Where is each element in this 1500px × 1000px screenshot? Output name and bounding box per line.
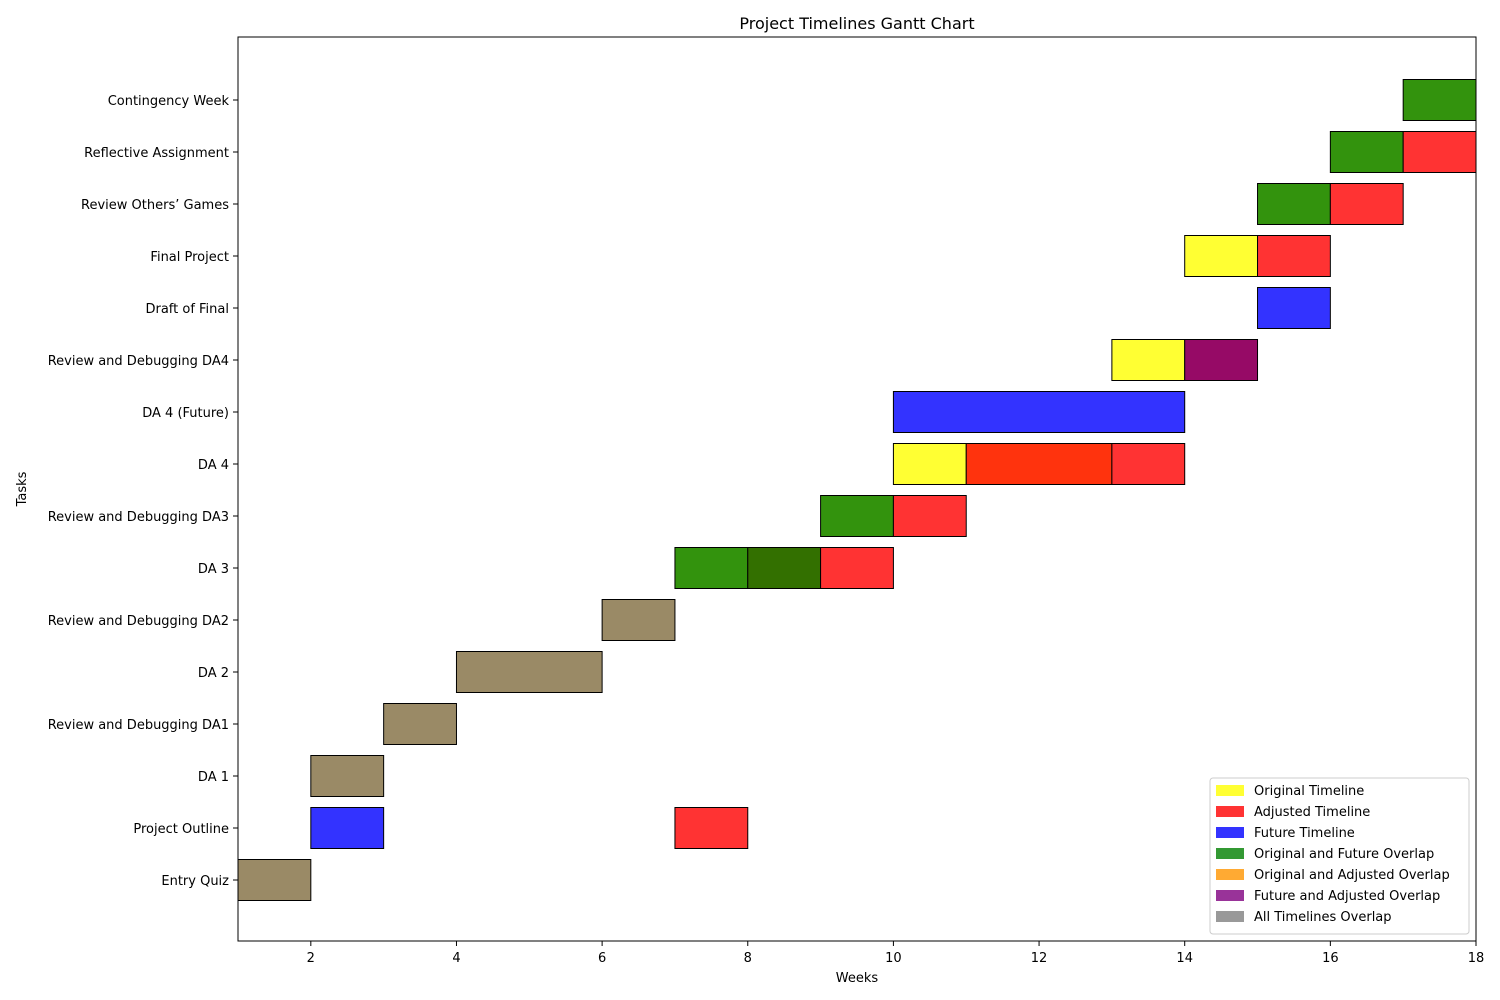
task-label: DA 1 [198, 770, 229, 785]
legend-label: Adjusted Timeline [1254, 805, 1370, 820]
gantt-bar [383, 703, 457, 745]
gantt-bar [892, 443, 967, 485]
legend-swatch [1216, 806, 1244, 817]
gantt-bar [820, 495, 894, 537]
legend-swatch [1216, 827, 1244, 838]
task-label: DA 4 (Future) [142, 406, 229, 421]
gantt-bar [674, 807, 749, 849]
gantt-bar [747, 547, 822, 589]
y-axis-label: Tasks [15, 471, 30, 507]
task-label: Project Outline [133, 822, 229, 837]
task-label: Entry Quiz [161, 874, 229, 889]
plot-frame [237, 36, 1477, 942]
gantt-bar [310, 755, 385, 797]
task-label: DA 2 [198, 666, 229, 681]
legend-label: Future and Adjusted Overlap [1254, 889, 1440, 904]
gantt-bar [892, 495, 967, 537]
x-tick-label: 6 [598, 951, 606, 966]
gantt-bar [1402, 79, 1477, 121]
legend-label: Future Timeline [1254, 826, 1355, 841]
task-label: Review and Debugging DA1 [48, 718, 229, 733]
task-label: DA 3 [198, 562, 229, 577]
legend-swatch [1216, 890, 1244, 901]
legend-label: All Timelines Overlap [1254, 910, 1392, 925]
x-tick-label: 12 [1031, 951, 1048, 966]
task-label: Review and Debugging DA3 [48, 510, 229, 525]
x-tick-label: 8 [744, 951, 752, 966]
x-tick-label: 18 [1468, 951, 1485, 966]
legend-swatch [1216, 911, 1244, 922]
gantt-bar [1329, 183, 1404, 225]
gantt-bar [1111, 339, 1186, 381]
chart-title: Project Timelines Gantt Chart [739, 14, 974, 33]
x-axis-label: Weeks [836, 971, 879, 986]
legend-label: Original and Adjusted Overlap [1254, 868, 1450, 883]
gantt-bar [674, 547, 749, 589]
legend-swatch [1216, 785, 1244, 796]
gantt-bar [1329, 131, 1404, 173]
gantt-bar [892, 391, 1186, 433]
legend-label: Original Timeline [1254, 784, 1364, 799]
gantt-bar [237, 859, 312, 901]
task-label: Contingency Week [108, 94, 230, 109]
gantt-bar [310, 807, 385, 849]
legend: Original Timeline Adjusted Timeline Future… [1209, 777, 1470, 935]
task-label: Review Others’ Games [81, 198, 229, 213]
task-label: Reflective Assignment [84, 146, 229, 161]
legend-swatch [1216, 869, 1244, 880]
gantt-bar [1257, 287, 1331, 329]
x-tick-label: 2 [307, 951, 315, 966]
gantt-bar [455, 651, 603, 693]
bars-layer [237, 79, 1477, 901]
legend-box [1209, 777, 1470, 935]
gantt-bar [1257, 235, 1331, 277]
gantt-bar [1402, 131, 1477, 173]
x-tick-label: 14 [1176, 951, 1193, 966]
x-axis: 2 4 6 8 10 12 14 16 18 [307, 941, 1485, 966]
legend-swatch [1216, 848, 1244, 859]
gantt-bar [965, 443, 1113, 485]
task-label: Review and Debugging DA4 [48, 354, 229, 369]
task-label: Review and Debugging DA2 [48, 614, 229, 629]
x-tick-label: 16 [1322, 951, 1339, 966]
task-label: DA 4 [198, 458, 229, 473]
gantt-bar [1184, 339, 1259, 381]
gantt-bar [1111, 443, 1186, 485]
task-label: Final Project [150, 250, 229, 265]
gantt-bar [1184, 235, 1259, 277]
gantt-bar [601, 599, 676, 641]
x-tick-label: 10 [885, 951, 902, 966]
x-tick-label: 4 [452, 951, 460, 966]
gantt-bar [820, 547, 894, 589]
task-label: Draft of Final [145, 302, 229, 317]
legend-label: Original and Future Overlap [1254, 847, 1434, 862]
y-axis: Entry Quiz Project Outline DA 1 Review and … [48, 94, 238, 889]
gantt-bar [1257, 183, 1331, 225]
